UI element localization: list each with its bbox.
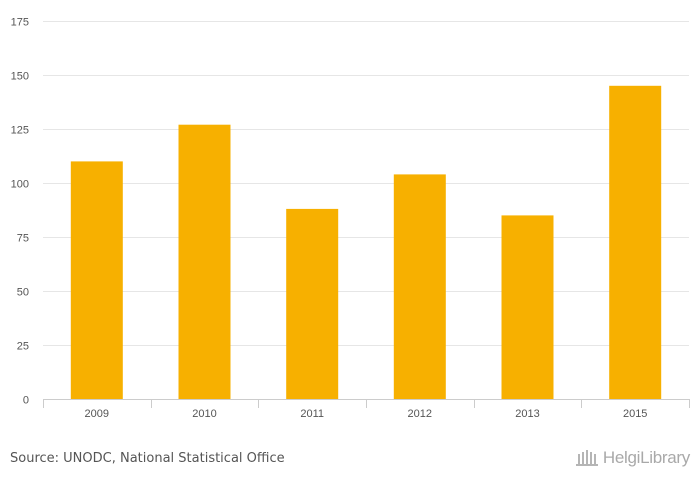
bar-chart: 0 25 50 75 100 125 150 175 2009 2010 2011 2012 2013 2… bbox=[11, 17, 690, 420]
bar-2010[interactable] bbox=[178, 124, 231, 399]
x-tick-label: 2009 bbox=[85, 408, 109, 420]
y-tick-label: 100 bbox=[11, 179, 29, 191]
axis-layer: 0 25 50 75 100 125 150 175 2009 2010 2011 2012 2013 2… bbox=[11, 17, 690, 420]
bar-2012[interactable] bbox=[393, 174, 446, 399]
x-tick-label: 2011 bbox=[300, 408, 324, 420]
y-tick-label: 25 bbox=[17, 341, 29, 353]
y-tick-label: 50 bbox=[17, 287, 29, 299]
source-note: Source: UNODC, National Statistical Offi… bbox=[10, 451, 285, 466]
y-tick-label: 125 bbox=[11, 125, 29, 137]
grid-layer bbox=[43, 21, 689, 346]
y-tick-label: 175 bbox=[11, 17, 29, 29]
x-tick-label: 2013 bbox=[515, 408, 539, 420]
bar-2009[interactable] bbox=[70, 161, 123, 399]
y-tick-label: 0 bbox=[23, 395, 29, 407]
x-tick-label: 2012 bbox=[408, 408, 432, 420]
y-tick-label: 75 bbox=[17, 233, 29, 245]
bars-layer bbox=[70, 85, 662, 400]
bar-2015[interactable] bbox=[609, 85, 662, 400]
chart-footer: Source: UNODC, National Statistical Offi… bbox=[0, 440, 700, 480]
y-tick-label: 150 bbox=[11, 71, 29, 83]
bar-2013[interactable] bbox=[501, 215, 554, 399]
bar-2011[interactable] bbox=[286, 208, 339, 399]
logo-text: HelgiLibrary bbox=[602, 448, 690, 467]
x-tick-label: 2015 bbox=[623, 408, 647, 420]
x-tick-label: 2010 bbox=[192, 408, 216, 420]
library-building-icon bbox=[575, 450, 598, 466]
helgilibrary-logo: HelgiLibrary bbox=[575, 448, 690, 468]
